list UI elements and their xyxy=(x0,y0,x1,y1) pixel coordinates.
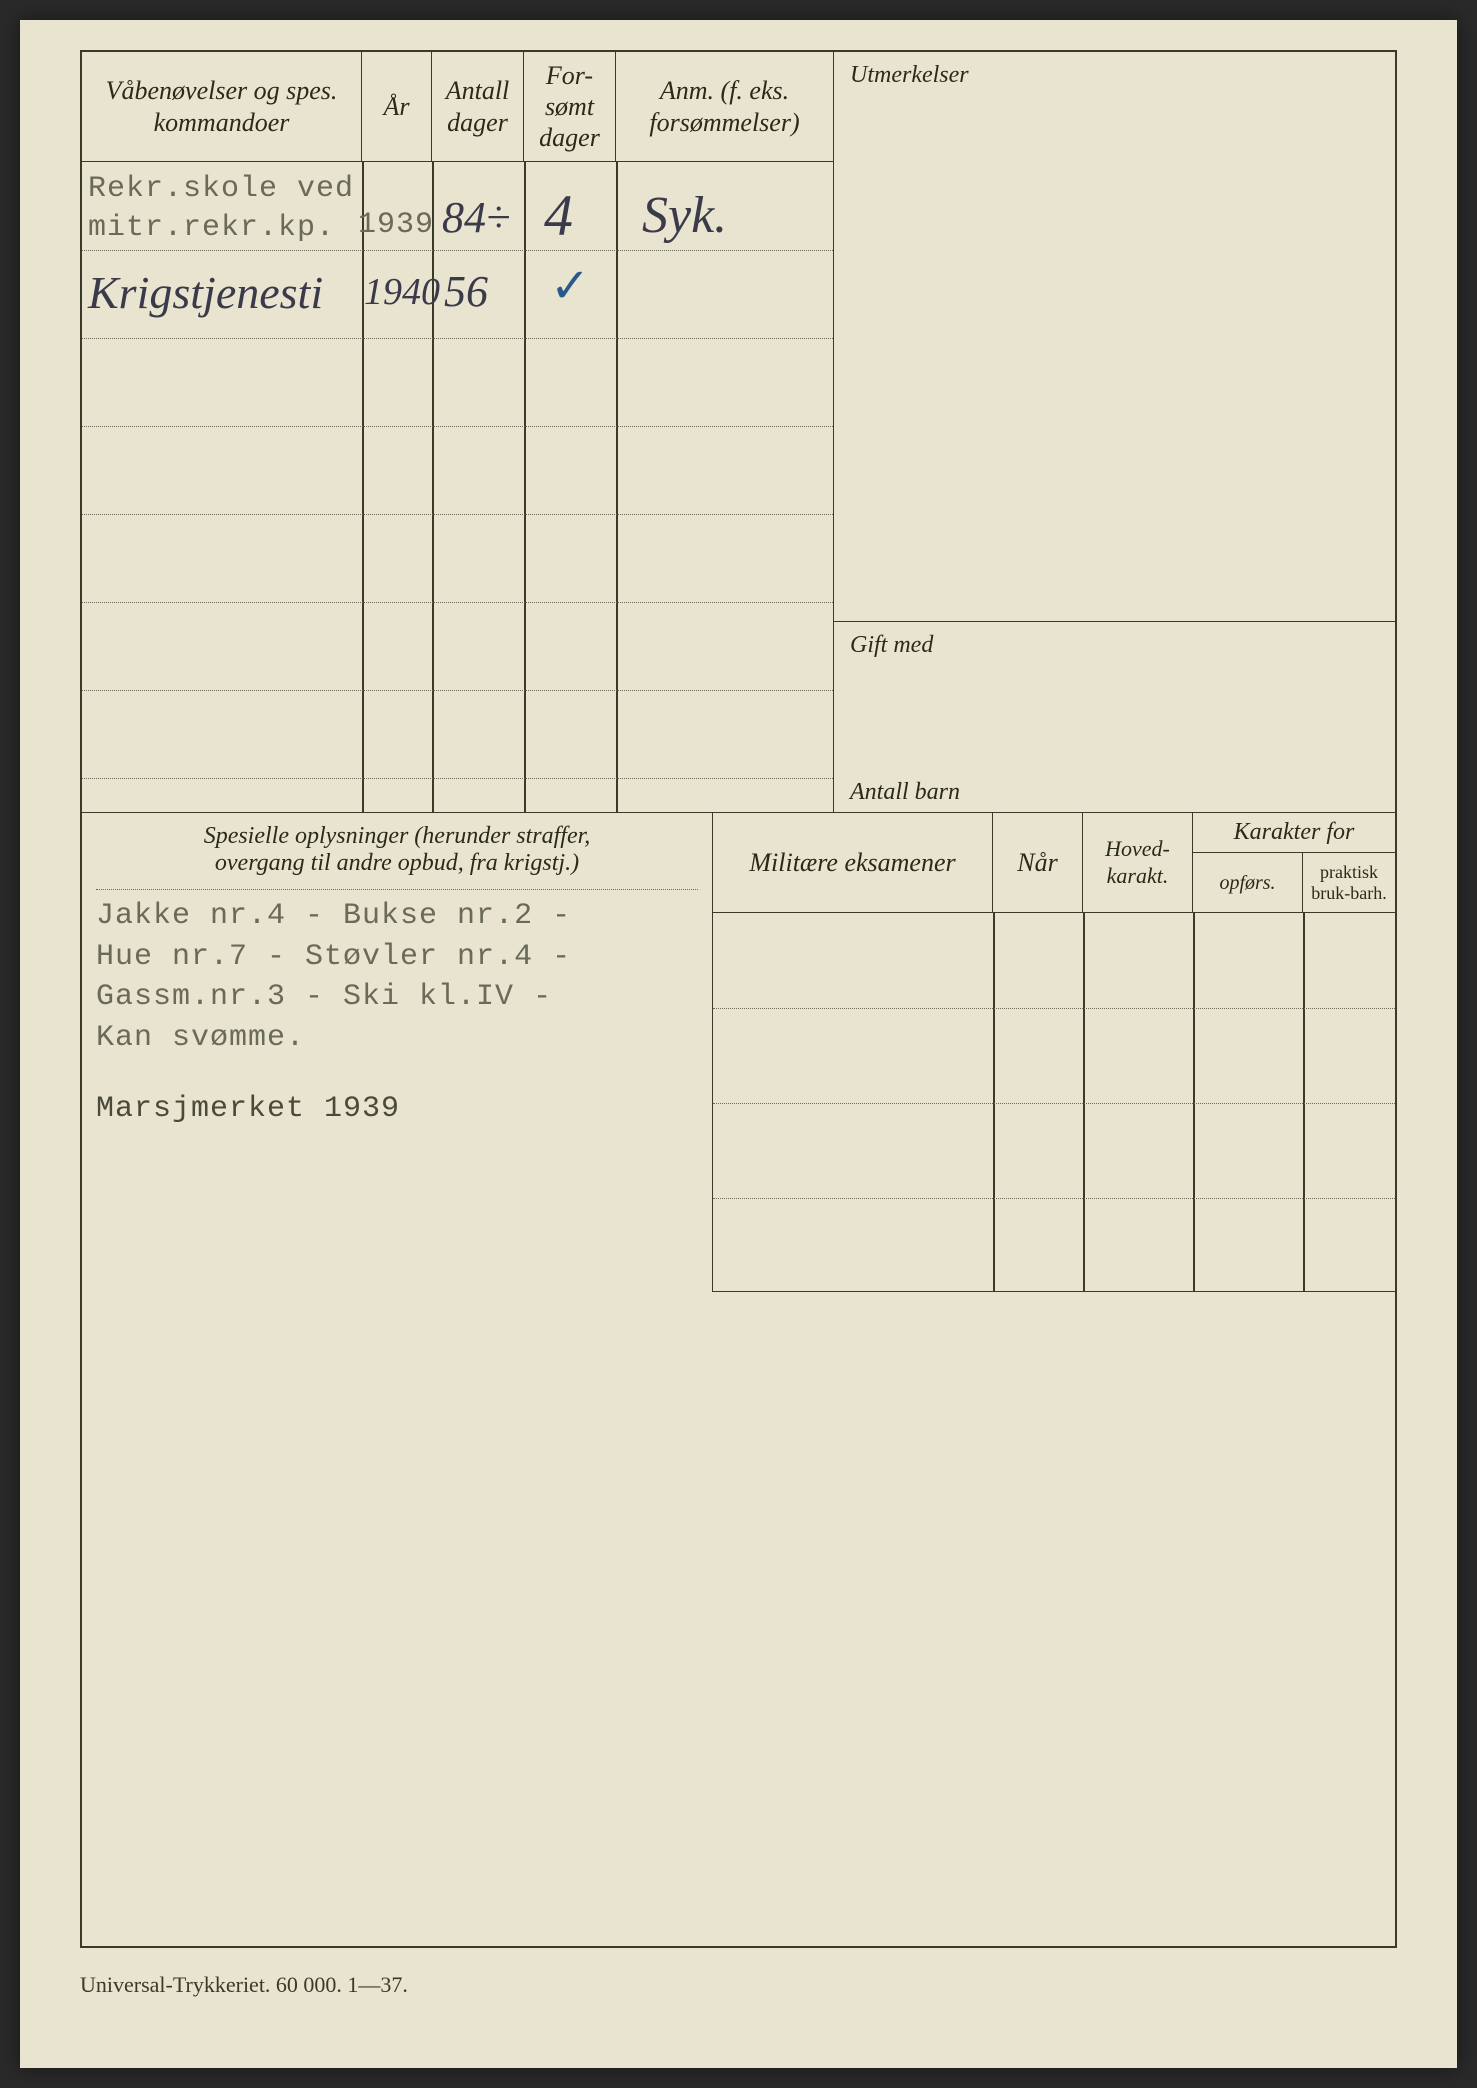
gift-box: Gift med Antall barn xyxy=(834,622,1395,812)
dotted-line xyxy=(82,602,833,603)
exams-body xyxy=(713,913,1395,1291)
special-info-header2: overgang til andre opbud, fra krigstj.) xyxy=(96,850,698,877)
vline xyxy=(616,162,618,812)
main-frame: Våbenøvelser og spes. kommandoer År Anta… xyxy=(80,50,1397,1948)
col1-header: Våbenøvelser og spes. kommandoer xyxy=(88,75,355,137)
top-section: Våbenøvelser og spes. kommandoer År Anta… xyxy=(82,52,1395,812)
exercises-table: Våbenøvelser og spes. kommandoer År Anta… xyxy=(82,52,834,812)
dotted-line xyxy=(82,514,833,515)
row1-year: 1939 xyxy=(358,208,434,242)
row2-antall: 56 xyxy=(444,266,488,317)
karakter-for-header: Karakter for xyxy=(1234,818,1355,847)
exams-table: Militære eksamener Når Hoved-karakt. Kar… xyxy=(712,813,1395,1292)
utmerkelser-box: Utmerkelser xyxy=(834,52,1395,622)
row2-desc: Krigstjenesti xyxy=(88,266,323,319)
vline xyxy=(432,162,434,812)
dotted-line xyxy=(82,690,833,691)
karakter-group: Karakter for opførs. praktisk bruk-barh. xyxy=(1193,813,1395,912)
vline xyxy=(524,162,526,812)
col5-header: Anm. (f. eks. forsømmelser) xyxy=(622,75,827,137)
col4-header: For-sømt dager xyxy=(530,60,609,154)
gift-label: Gift med xyxy=(850,632,1379,659)
dotted-line xyxy=(82,426,833,427)
dotted-line xyxy=(713,1198,1395,1199)
col2-header: År xyxy=(384,91,410,122)
row2-forsomt-mark: ✓ xyxy=(550,258,590,314)
mid-section: Spesielle oplysninger (herunder straffer… xyxy=(82,812,1395,1292)
special-info-header1: Spesielle oplysninger (herunder straffer… xyxy=(96,823,698,850)
exercises-body: Rekr.skole ved mitr.rekr.kp. 1939 84÷ 4 … xyxy=(82,162,833,812)
utmerkelser-label: Utmerkelser xyxy=(850,62,1379,89)
document-card: Våbenøvelser og spes. kommandoer År Anta… xyxy=(20,20,1457,2068)
dotted-line xyxy=(713,1008,1395,1009)
col3-header: Antall dager xyxy=(438,75,517,137)
mc5-header: praktisk bruk-barh. xyxy=(1309,862,1389,904)
vline xyxy=(1193,913,1195,1291)
mc3-header: Hoved-karakt. xyxy=(1089,836,1186,889)
vline xyxy=(1303,913,1305,1291)
row1-anm: Syk. xyxy=(642,186,727,245)
dotted-line xyxy=(82,250,833,251)
vline xyxy=(1083,913,1085,1291)
typed-line-3: Gassm.nr.3 - Ski kl.IV - xyxy=(96,977,698,1018)
exercises-header-row: Våbenøvelser og spes. kommandoer År Anta… xyxy=(82,52,833,162)
dotted-line xyxy=(82,338,833,339)
printer-footer: Universal-Trykkeriet. 60 000. 1—37. xyxy=(80,1972,408,1998)
row1-antall: 84÷ xyxy=(442,192,510,243)
dotted-line xyxy=(713,1103,1395,1104)
top-right-section: Utmerkelser Gift med Antall barn xyxy=(834,52,1395,812)
antall-barn-label: Antall barn xyxy=(850,779,960,806)
dotted-line xyxy=(96,889,698,890)
dotted-line xyxy=(82,778,833,779)
vline xyxy=(993,913,995,1291)
typed-line-1: Jakke nr.4 - Bukse nr.2 - xyxy=(96,896,698,937)
exams-header-row: Militære eksamener Når Hoved-karakt. Kar… xyxy=(713,813,1395,913)
special-info-box: Spesielle oplysninger (herunder straffer… xyxy=(82,813,712,1292)
vline xyxy=(362,162,364,812)
row1-forsomt: 4 xyxy=(544,182,573,249)
mc4-header: opførs. xyxy=(1219,871,1275,895)
mc2-header: Når xyxy=(1017,847,1057,878)
row2-year: 1940 xyxy=(364,270,440,314)
typed-extra: Marsjmerket 1939 xyxy=(96,1092,698,1126)
typed-line-2: Hue nr.7 - Støvler nr.4 - xyxy=(96,937,698,978)
mc1-header: Militære eksamener xyxy=(749,847,955,878)
typed-line-4: Kan svømme. xyxy=(96,1018,698,1059)
